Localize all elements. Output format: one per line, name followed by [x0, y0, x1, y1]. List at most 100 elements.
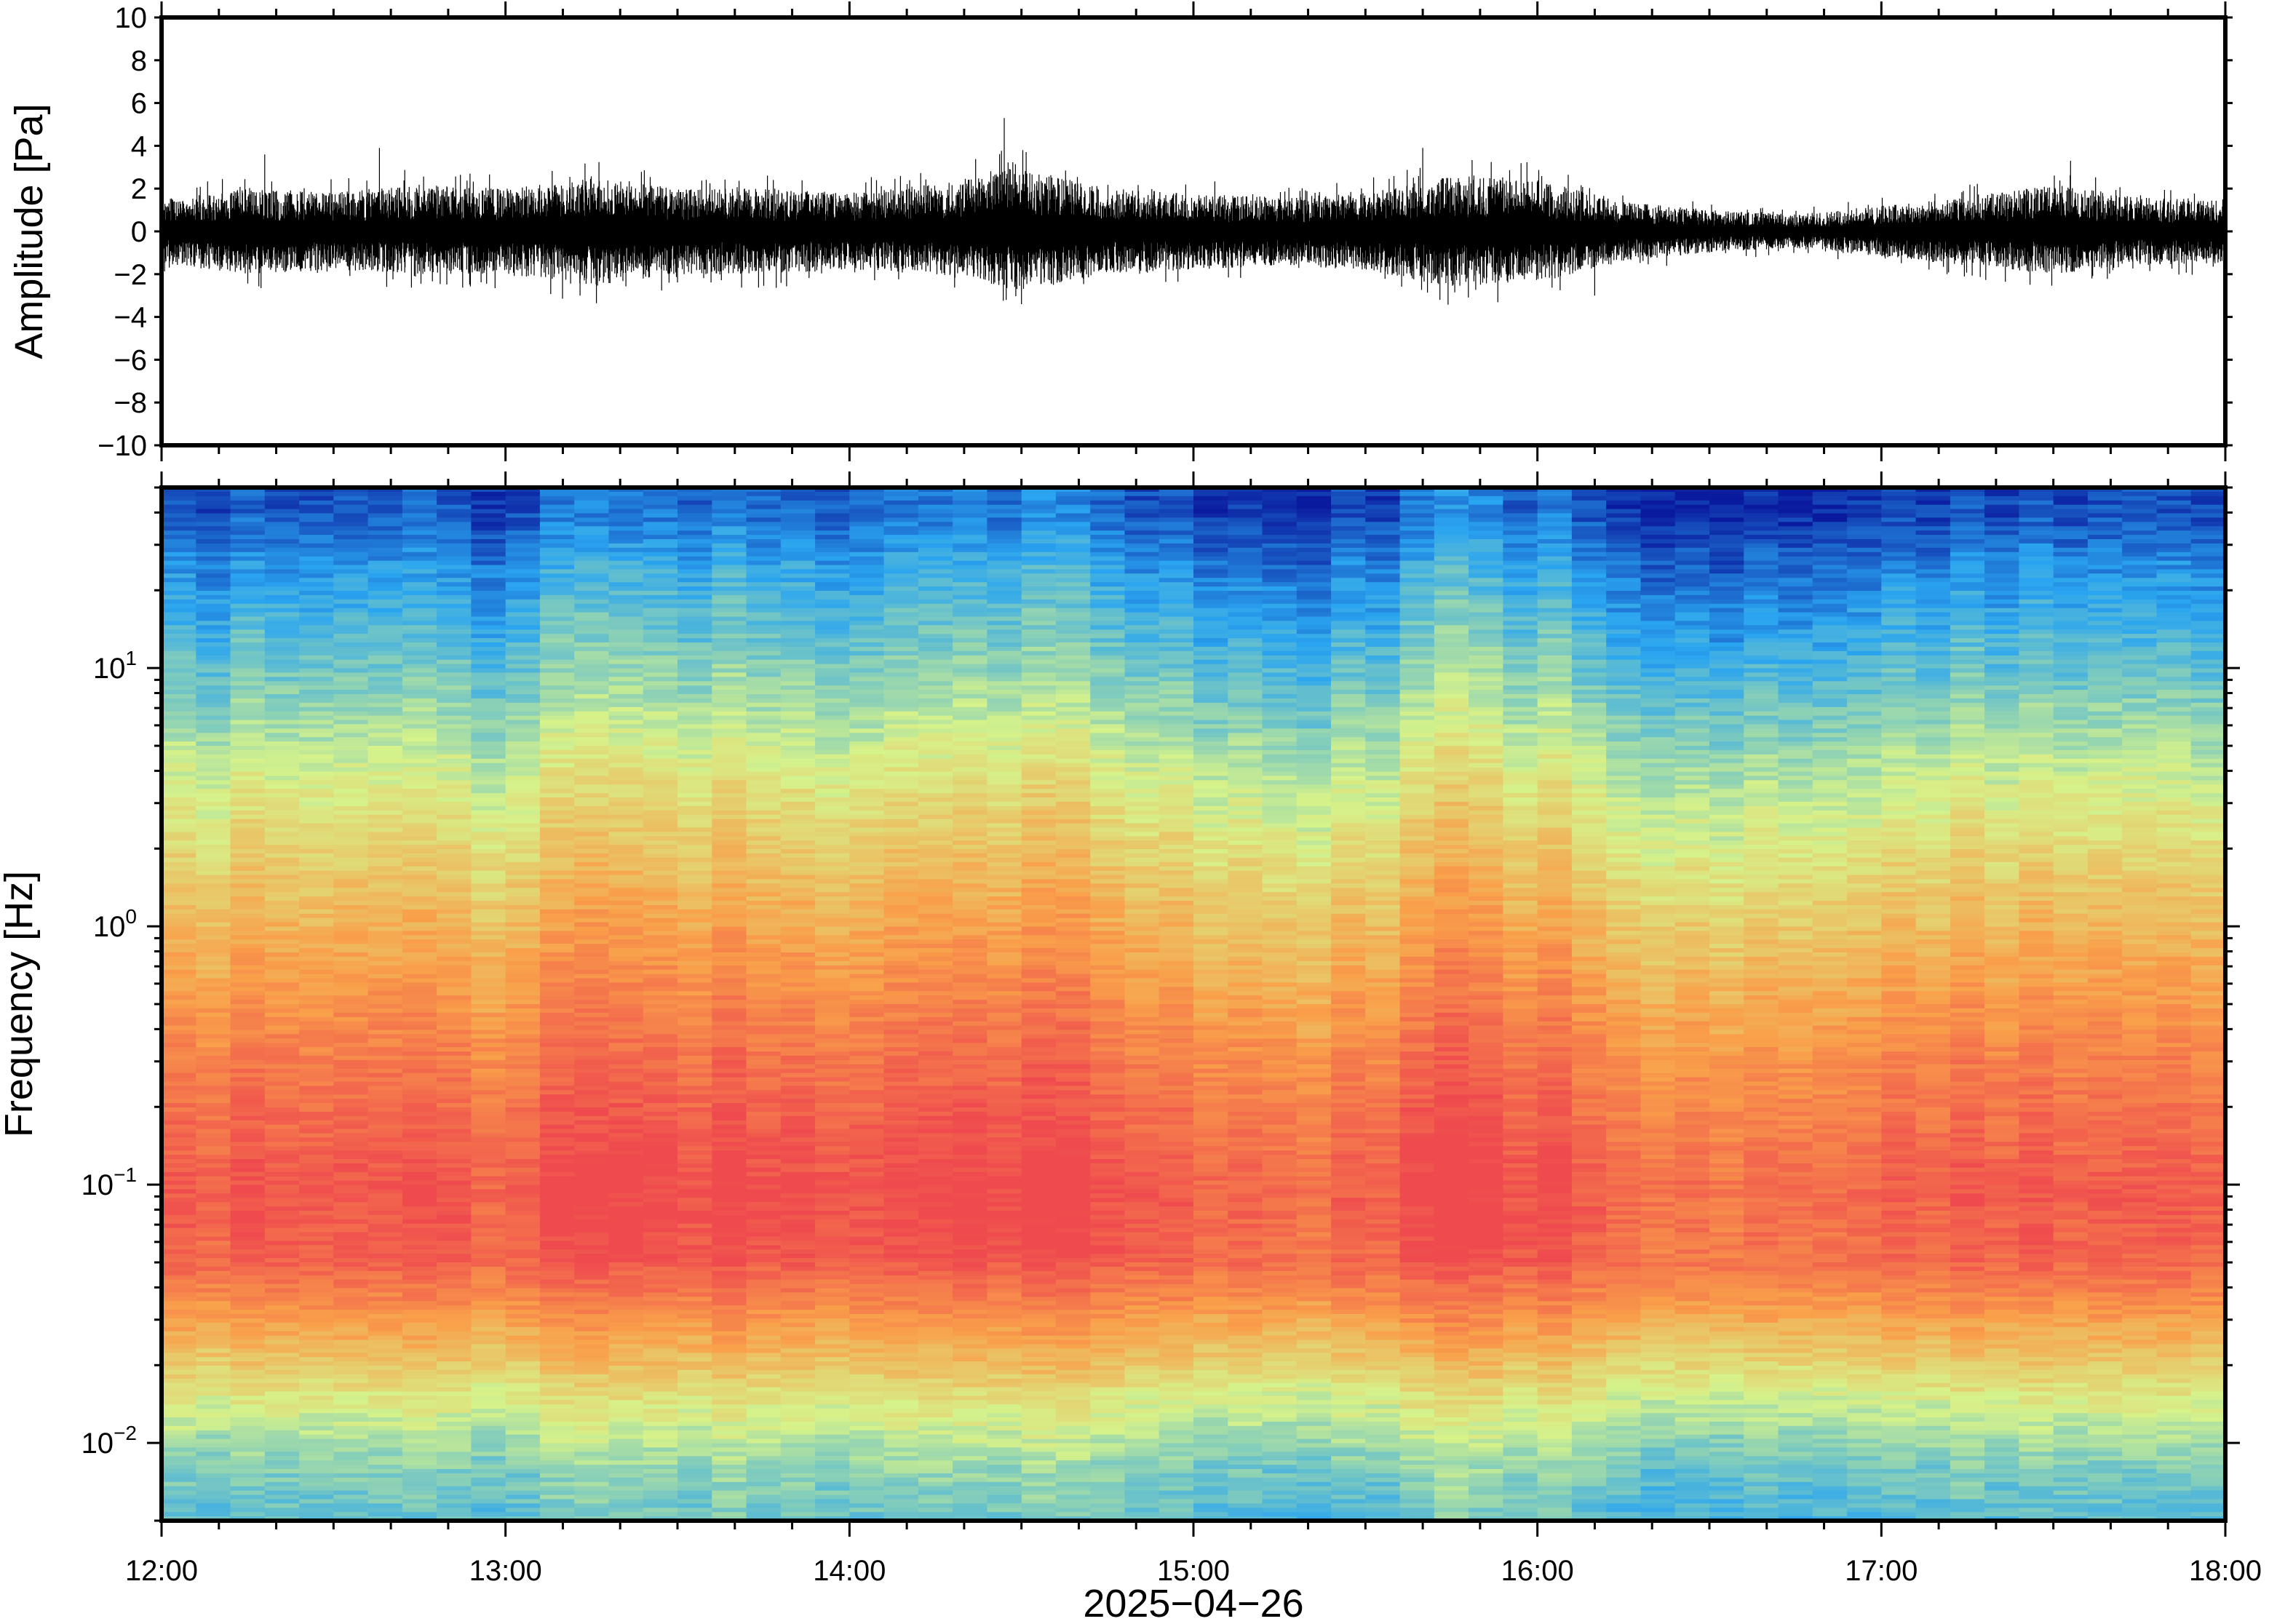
- spectrogram-cell: [196, 741, 231, 747]
- spectrogram-cell: [264, 1382, 300, 1388]
- spectrogram-cell: [677, 1279, 713, 1285]
- spectrogram-cell: [849, 690, 885, 695]
- spectrogram-cell: [574, 1348, 610, 1353]
- spectrogram-cell: [471, 861, 506, 867]
- spectrogram-cell: [574, 960, 610, 966]
- spectrogram-cell: [402, 1180, 437, 1186]
- spectrogram-cell: [574, 1486, 610, 1492]
- spectrogram-cell: [264, 1211, 300, 1216]
- spectrogram-cell: [299, 1310, 335, 1315]
- spectrogram-cell: [264, 956, 300, 962]
- spectrogram-cell: [539, 853, 575, 859]
- spectrogram-cell: [402, 1322, 437, 1328]
- spectrogram-cell: [608, 1262, 644, 1267]
- spectrogram-cell: [264, 599, 300, 605]
- spectrogram-cell: [539, 1378, 575, 1384]
- spectrogram-cell: [230, 1150, 266, 1155]
- spectrogram-cell: [643, 805, 678, 811]
- waveform-y-axis-title: Amplitude [Pa]: [7, 103, 51, 359]
- spectrogram-cell: [230, 1369, 266, 1375]
- spectrogram-cell: [815, 879, 851, 885]
- spectrogram-cell: [849, 621, 885, 626]
- spectrogram-cell: [539, 870, 575, 876]
- spectrogram-cell: [402, 767, 437, 773]
- spectrogram-cell: [437, 1077, 472, 1083]
- spectrogram-cell: [162, 1404, 197, 1409]
- spectrogram-cell: [712, 655, 747, 661]
- spectrogram-cell: [162, 991, 197, 996]
- spectrogram-cell: [437, 1391, 472, 1397]
- spectrogram-cell: [471, 746, 506, 751]
- spectrogram-cell: [402, 715, 437, 721]
- spectrogram-cell: [574, 819, 610, 824]
- spectrogram-cell: [643, 513, 678, 519]
- spectrogram-cell: [746, 1434, 782, 1440]
- spectrogram-cell: [230, 1146, 266, 1151]
- spectrogram-cell: [437, 801, 472, 807]
- spectrogram-cell: [677, 1142, 713, 1147]
- spectrogram-cell: [712, 1163, 747, 1169]
- spectrogram-cell: [780, 1030, 816, 1035]
- spectrogram-cell: [333, 1038, 369, 1043]
- spectrogram-cell: [230, 754, 266, 760]
- spectrogram-cell: [505, 1335, 541, 1341]
- spectrogram-cell: [746, 1335, 782, 1341]
- spectrogram-cell: [402, 681, 437, 686]
- spectrogram-cell: [677, 659, 713, 665]
- spectrogram-cell: [608, 1072, 644, 1078]
- spectrogram-cell: [608, 526, 644, 531]
- spectrogram-cell: [815, 1214, 851, 1220]
- spectrogram-cell: [230, 1512, 266, 1517]
- spectrogram-cell: [712, 1409, 747, 1414]
- spectrogram-cell: [505, 578, 541, 583]
- spectrogram-cell: [815, 1232, 851, 1238]
- spectrogram-cell: [608, 918, 644, 923]
- spectrogram-cell: [643, 737, 678, 742]
- spectrogram-cell: [196, 1503, 231, 1508]
- spectrogram-cell: [643, 1465, 678, 1470]
- spectrogram-cell: [574, 1163, 610, 1169]
- spectrogram-cell: [643, 504, 678, 510]
- spectrogram-cell: [677, 741, 713, 747]
- spectrogram-cell: [264, 612, 300, 618]
- spectrogram-cell: [815, 495, 851, 501]
- spectrogram-cell: [539, 681, 575, 686]
- spectrogram-cell: [608, 780, 644, 785]
- spectrogram-cell: [437, 1086, 472, 1091]
- spectrogram-cell: [815, 634, 851, 639]
- spectrogram-cell: [574, 664, 610, 669]
- spectrogram-cell: [643, 784, 678, 789]
- spectrogram-cell: [162, 569, 197, 575]
- spectrogram-cell: [677, 1288, 713, 1294]
- spectrogram-cell: [230, 849, 266, 854]
- spectrogram-cell: [746, 504, 782, 510]
- spectrogram-cell: [230, 840, 266, 845]
- spectrogram-cell: [643, 904, 678, 910]
- spectrogram-cell: [333, 543, 369, 549]
- spectrogram-cell: [162, 1094, 197, 1099]
- spectrogram-cell: [849, 767, 885, 773]
- spectrogram-cell: [196, 1124, 231, 1130]
- spectrogram-cell: [367, 491, 403, 497]
- spectrogram-cell: [574, 810, 610, 816]
- spectrogram-cell: [505, 1086, 541, 1091]
- spectrogram-cell: [712, 1072, 747, 1078]
- spectrogram-cell: [402, 1133, 437, 1139]
- spectrogram-cell: [815, 1008, 851, 1014]
- spectrogram-cell: [712, 634, 747, 639]
- spectrogram-cell: [849, 491, 885, 497]
- spectrogram-cell: [264, 926, 300, 932]
- spectrogram-cell: [677, 1396, 713, 1401]
- spectrogram-cell: [196, 1374, 231, 1380]
- spectrogram-cell: [196, 1279, 231, 1285]
- spectrogram-cell: [299, 1374, 335, 1380]
- spectrogram-cell: [677, 1155, 713, 1160]
- spectrogram-cell: [230, 733, 266, 738]
- spectrogram-cell: [471, 599, 506, 605]
- spectrogram-cell: [574, 1374, 610, 1380]
- spectrogram-cell: [471, 491, 506, 497]
- spectrogram-cell: [367, 1292, 403, 1298]
- spectrogram-cell: [230, 650, 266, 656]
- spectrogram-cell: [367, 1241, 403, 1246]
- spectrogram-cell: [712, 1232, 747, 1238]
